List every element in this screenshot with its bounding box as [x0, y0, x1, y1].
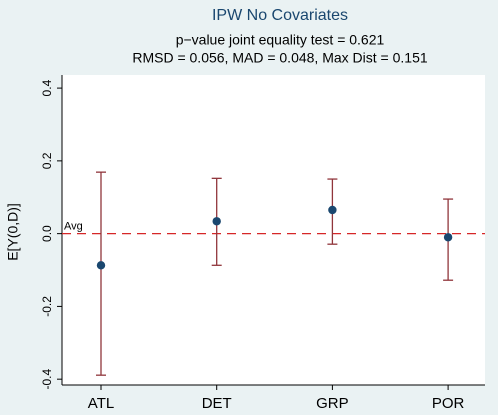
x-tick-label: POR [432, 395, 465, 412]
y-axis-title: E[Y(0,D)] [5, 203, 21, 261]
x-tick-label: GRP [316, 395, 349, 412]
chart-subtitle: RMSD = 0.056, MAD = 0.048, Max Dist = 0.… [132, 50, 428, 66]
point [443, 233, 453, 242]
y-tick-label: 0.4 [40, 79, 54, 96]
point [212, 217, 221, 226]
plot-area [62, 75, 485, 385]
y-tick-label: -0.4 [40, 369, 54, 390]
point [328, 205, 337, 215]
chart-title: IPW No Covariates [212, 7, 348, 24]
y-tick-label: -0.2 [40, 296, 54, 317]
y-tick-label: 0.2 [40, 152, 54, 169]
chart-subtitle: p−value joint equality test = 0.621 [176, 32, 385, 48]
x-tick-label: ATL [88, 395, 114, 412]
point [96, 261, 106, 270]
reference-label: Avg [64, 221, 83, 233]
y-tick-label: 0.0 [40, 225, 54, 242]
x-tick-label: DET [202, 395, 232, 412]
